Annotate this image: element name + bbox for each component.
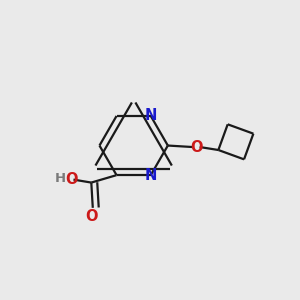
Text: H: H — [55, 172, 66, 185]
Text: N: N — [145, 168, 157, 183]
Text: O: O — [85, 209, 98, 224]
Text: N: N — [145, 108, 157, 123]
Text: O: O — [65, 172, 77, 187]
Text: O: O — [190, 140, 202, 154]
